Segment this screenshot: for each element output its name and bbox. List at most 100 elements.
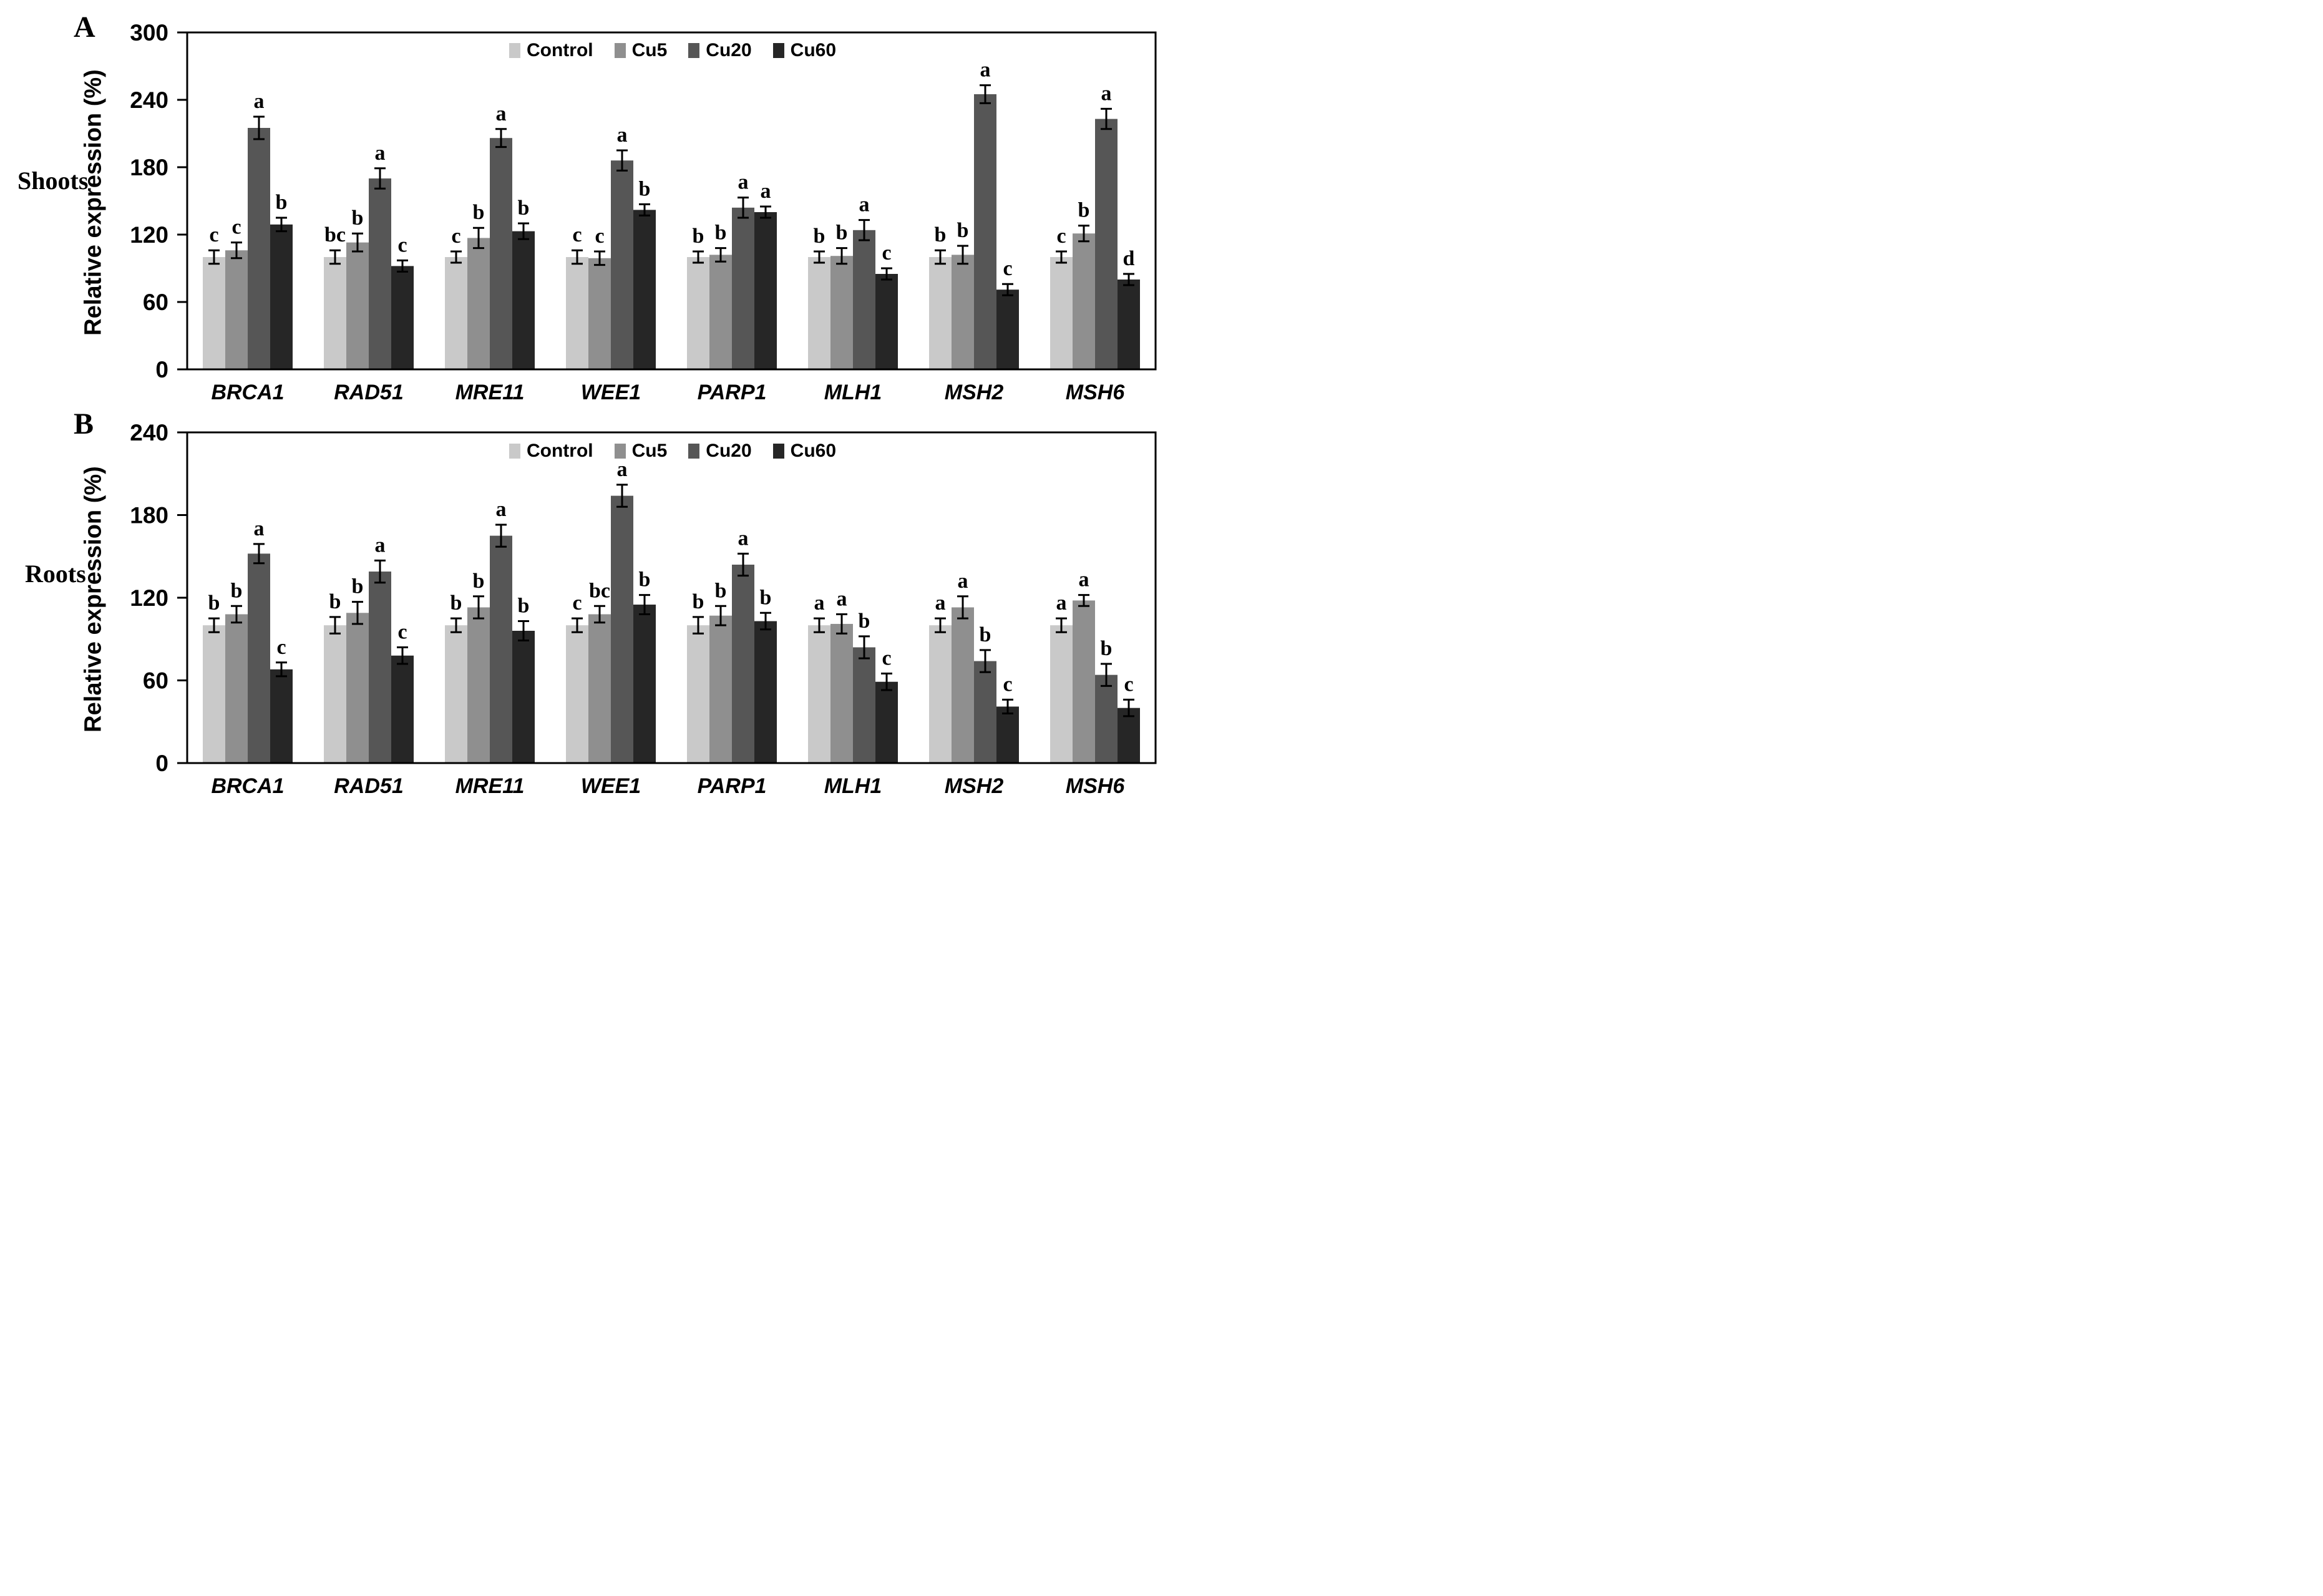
x-axis-gene-label: WEE1 bbox=[581, 381, 641, 404]
legend-label: Cu60 bbox=[790, 40, 837, 61]
significance-letter: a bbox=[837, 588, 847, 611]
significance-letter: a bbox=[738, 527, 749, 550]
bar-cu60-parp1 bbox=[754, 212, 777, 369]
y-axis-tick-label: 120 bbox=[130, 585, 168, 611]
panel-b-tissue-label: Roots bbox=[25, 560, 86, 588]
bar-control-rad51 bbox=[324, 257, 346, 369]
legend-entry-control: Control bbox=[509, 440, 593, 462]
x-axis-gene-label: BRCA1 bbox=[211, 381, 284, 404]
bar-cu5-msh6 bbox=[1073, 600, 1095, 762]
significance-letter: a bbox=[254, 517, 265, 540]
legend-label: Control bbox=[526, 440, 593, 461]
x-axis-gene-label: MRE11 bbox=[455, 774, 525, 798]
bar-cu20-msh6 bbox=[1095, 674, 1118, 762]
y-axis-tick-label: 0 bbox=[155, 357, 168, 382]
bar-cu5-rad51 bbox=[346, 613, 369, 762]
bar-cu60-mlh1 bbox=[875, 274, 898, 369]
legend-entry-control: Control bbox=[509, 40, 593, 61]
panel-a-legend: Control Cu5 Cu20 Cu60 bbox=[509, 40, 836, 61]
significance-letter: bc bbox=[324, 223, 346, 246]
bar-cu20-rad51 bbox=[369, 572, 391, 762]
significance-letter: b bbox=[814, 225, 825, 248]
legend-swatch-icon bbox=[688, 43, 700, 58]
significance-letter: b bbox=[715, 579, 727, 602]
significance-letter: a bbox=[1101, 82, 1112, 105]
y-axis-tick-label: 180 bbox=[130, 155, 168, 180]
bar-cu60-brca1 bbox=[270, 669, 293, 762]
significance-letter: b bbox=[715, 221, 727, 245]
bar-cu20-parp1 bbox=[732, 207, 754, 369]
bar-cu20-mre11 bbox=[490, 138, 512, 369]
significance-letter: b bbox=[693, 590, 704, 613]
significance-letter: b bbox=[231, 579, 243, 602]
legend-entry-cu20: Cu20 bbox=[688, 40, 752, 61]
bar-control-mre11 bbox=[445, 625, 467, 762]
bar-cu5-mre11 bbox=[467, 238, 490, 369]
significance-letter: a bbox=[617, 124, 628, 147]
significance-letter: a bbox=[375, 142, 386, 165]
significance-letter: c bbox=[1003, 673, 1012, 696]
x-axis-gene-label: MLH1 bbox=[824, 774, 882, 798]
bar-control-msh6 bbox=[1050, 625, 1073, 762]
significance-letter: b bbox=[518, 197, 530, 220]
x-axis-gene-label: MSH2 bbox=[945, 381, 1004, 404]
significance-letter: a bbox=[1056, 591, 1067, 615]
bar-cu20-rad51 bbox=[369, 178, 391, 369]
x-axis-gene-label: BRCA1 bbox=[211, 774, 284, 798]
x-axis-gene-label: MSH6 bbox=[1066, 381, 1126, 404]
significance-letter: bc bbox=[589, 579, 610, 602]
significance-letter: b bbox=[208, 591, 220, 615]
panel-b-label: B bbox=[74, 407, 94, 440]
significance-letter: a bbox=[1079, 568, 1089, 591]
legend-swatch-icon bbox=[688, 444, 700, 459]
legend-label: Cu5 bbox=[631, 40, 668, 61]
significance-letter: b bbox=[518, 595, 530, 618]
y-axis-tick-label: 240 bbox=[130, 420, 168, 445]
significance-letter: c bbox=[882, 241, 891, 265]
x-axis-gene-label: MLH1 bbox=[824, 381, 882, 404]
significance-letter: b bbox=[935, 223, 947, 246]
bar-cu5-parp1 bbox=[709, 615, 732, 762]
legend-label: Cu20 bbox=[706, 40, 752, 61]
legend-entry-cu5: Cu5 bbox=[614, 40, 668, 61]
x-axis-gene-label: RAD51 bbox=[334, 381, 403, 404]
significance-letter: a bbox=[375, 533, 386, 557]
bar-cu5-brca1 bbox=[225, 614, 248, 762]
bar-control-brca1 bbox=[203, 257, 225, 369]
bar-cu60-mre11 bbox=[512, 631, 535, 762]
legend-entry-cu5: Cu5 bbox=[614, 440, 667, 462]
bar-control-msh6 bbox=[1050, 257, 1073, 369]
bar-cu60-mlh1 bbox=[875, 681, 898, 762]
y-axis-tick-label: 180 bbox=[130, 503, 168, 528]
y-axis-tick-label: 60 bbox=[143, 290, 168, 315]
bar-cu20-msh2 bbox=[974, 661, 996, 762]
x-axis-gene-label: PARP1 bbox=[698, 774, 767, 798]
bar-control-msh2 bbox=[929, 257, 952, 369]
figure-gene-expression-bar-charts: A Shoots Relative expression (%) Control… bbox=[0, 0, 1162, 798]
x-axis-gene-label: MRE11 bbox=[455, 381, 525, 404]
significance-letter: b bbox=[859, 610, 870, 633]
legend-swatch-icon bbox=[772, 444, 784, 459]
significance-letter: c bbox=[397, 621, 407, 644]
panel-b-legend: Control Cu5 Cu20 Cu60 bbox=[509, 440, 836, 462]
significance-letter: b bbox=[352, 207, 364, 230]
significance-letter: d bbox=[1123, 247, 1135, 270]
legend-swatch-icon bbox=[509, 43, 520, 58]
bar-cu60-brca1 bbox=[270, 224, 293, 369]
x-axis-gene-label: PARP1 bbox=[698, 381, 767, 404]
significance-letter: a bbox=[935, 591, 946, 615]
legend-swatch-icon bbox=[772, 43, 784, 58]
legend-swatch-icon bbox=[614, 444, 626, 459]
bar-cu20-msh2 bbox=[974, 94, 996, 369]
significance-letter: a bbox=[859, 193, 870, 217]
bar-cu60-msh6 bbox=[1118, 280, 1140, 369]
significance-letter: b bbox=[836, 221, 848, 245]
significance-letter: a bbox=[496, 498, 507, 521]
legend-entry-cu20: Cu20 bbox=[688, 440, 752, 462]
bar-cu5-brca1 bbox=[225, 250, 248, 369]
bar-cu20-mlh1 bbox=[853, 230, 875, 369]
significance-letter: c bbox=[451, 225, 460, 248]
bar-cu5-wee1 bbox=[588, 258, 611, 369]
bar-control-parp1 bbox=[687, 625, 709, 762]
